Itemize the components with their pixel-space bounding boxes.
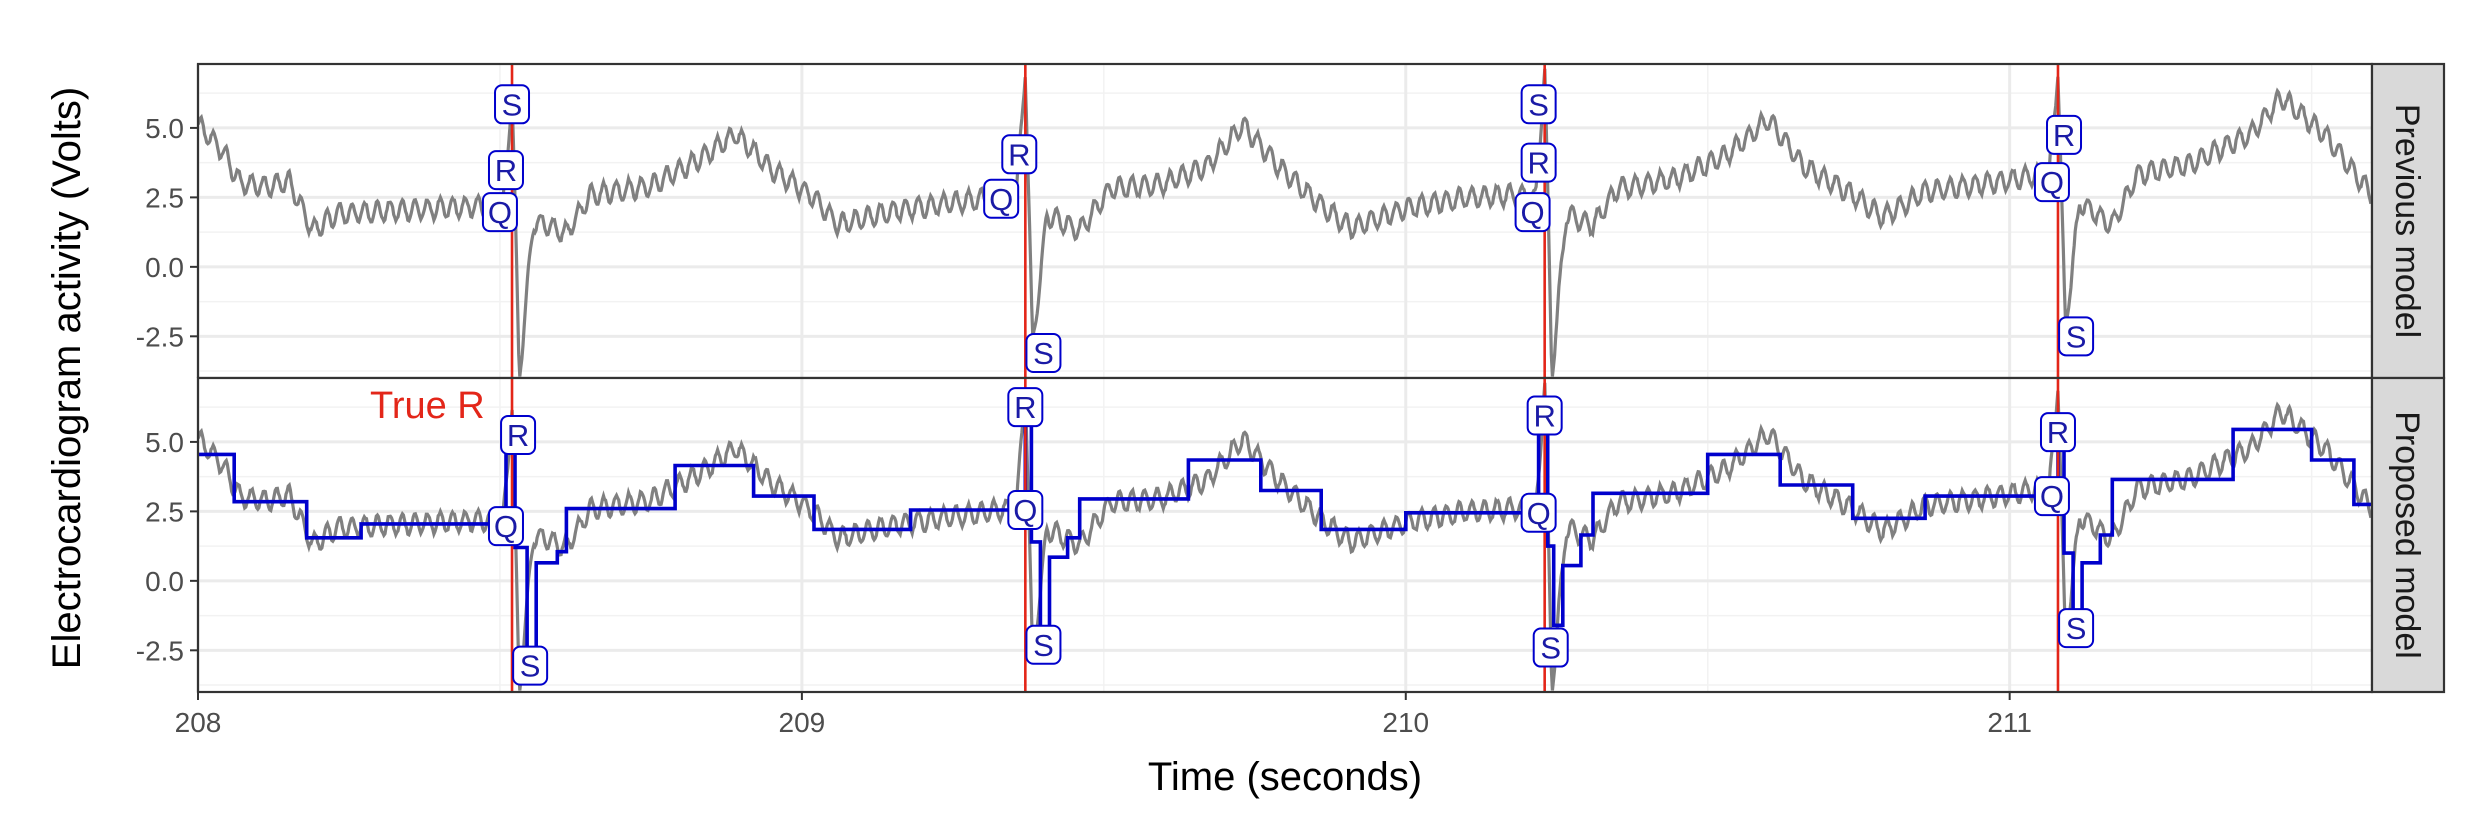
peak-label-q: Q	[2033, 476, 2070, 517]
peak-label-s: S	[1025, 332, 1062, 373]
peak-label-box	[2058, 608, 2095, 649]
peak-label-text: R	[2047, 415, 2069, 450]
y-tick-label: 2.5	[145, 496, 184, 527]
peak-label-box	[1526, 395, 1563, 436]
peak-label-q: Q	[487, 506, 524, 547]
peak-label-box	[1520, 84, 1557, 125]
peak-label-text: S	[520, 649, 541, 684]
peak-label-box	[1007, 489, 1044, 530]
peak-label-q: Q	[983, 178, 1020, 219]
peak-label-text: R	[507, 418, 529, 453]
y-tick-label: 2.5	[145, 182, 184, 213]
peak-label-q: Q	[1514, 192, 1551, 233]
peak-label-q: Q	[2033, 162, 2070, 203]
peak-label-q: Q	[1520, 492, 1557, 533]
peak-label-s: S	[494, 84, 531, 125]
peak-label-text: R	[2053, 118, 2075, 153]
peak-label-text: S	[2066, 611, 2087, 646]
true-r-annotation: True R	[370, 385, 485, 427]
peak-label-s: S	[512, 645, 549, 686]
peak-label-r: R	[2039, 412, 2076, 453]
peak-label-text: Q	[488, 195, 512, 230]
peak-label-box	[481, 192, 518, 233]
peak-label-box	[494, 84, 531, 125]
peak-label-q: Q	[1007, 489, 1044, 530]
peak-label-box	[983, 178, 1020, 219]
peak-label-r: R	[487, 150, 524, 191]
x-axis-title: Time (seconds)	[1148, 755, 1422, 799]
peak-label-box	[512, 645, 549, 686]
peak-label-r: R	[1526, 395, 1563, 436]
peak-label-text: S	[1540, 631, 1561, 666]
facet-strip	[2370, 376, 2446, 694]
peak-label-text: R	[495, 153, 517, 188]
y-tick-label: 0.0	[145, 252, 184, 283]
y-tick-label: 5.0	[145, 427, 184, 458]
peak-label-r: R	[1001, 134, 1038, 175]
peak-label-box	[1514, 192, 1551, 233]
peak-label-s: S	[2058, 316, 2095, 357]
peak-label-box	[1001, 134, 1038, 175]
ecg-signal-line	[198, 68, 2372, 377]
peak-label-text: Q	[2040, 479, 2064, 514]
peak-label-s: S	[1025, 624, 1062, 665]
peak-label-s: S	[2058, 608, 2095, 649]
peak-label-text: S	[1033, 336, 1054, 371]
peak-label-box	[1520, 492, 1557, 533]
x-tick-label: 209	[779, 707, 826, 738]
peak-label-text: S	[1528, 87, 1549, 122]
facet-strip-label: Proposed model	[2388, 411, 2426, 659]
facet-strip-label: Previous model	[2388, 104, 2426, 338]
peak-label-box	[1007, 387, 1044, 428]
peak-label-text: R	[1533, 399, 1555, 434]
peak-label-text: Q	[1521, 195, 1545, 230]
peak-label-text: R	[1008, 137, 1030, 172]
y-tick-label: 0.0	[145, 566, 184, 597]
peak-label-text: R	[1014, 390, 1036, 425]
peak-label-r: R	[1007, 387, 1044, 428]
peak-label-text: Q	[2040, 165, 2064, 200]
peak-label-r: R	[2046, 114, 2083, 155]
y-tick-label: 5.0	[145, 113, 184, 144]
peak-label-box	[500, 414, 537, 455]
peak-label-box	[2046, 114, 2083, 155]
peak-label-q: Q	[481, 192, 518, 233]
peak-label-text: Q	[494, 509, 518, 544]
peak-label-box	[487, 150, 524, 191]
peak-label-text: S	[2066, 319, 2087, 354]
facet-strip	[2370, 62, 2446, 380]
peak-label-text: R	[1527, 146, 1549, 181]
y-tick-label: -2.5	[136, 321, 184, 352]
y-axis-title: Electrocardiogram activity (Volts)	[45, 87, 89, 669]
peak-label-text: Q	[1527, 496, 1551, 531]
peak-label-box	[487, 506, 524, 547]
peak-label-box	[2033, 476, 2070, 517]
peak-label-box	[2039, 412, 2076, 453]
peak-label-box	[1025, 332, 1062, 373]
x-tick-label: 208	[175, 707, 222, 738]
peak-label-s: S	[1532, 627, 1569, 668]
peak-label-s: S	[1520, 84, 1557, 125]
x-tick-label: 211	[1987, 707, 2032, 738]
peak-label-text: Q	[1013, 493, 1037, 528]
peak-label-box	[1025, 624, 1062, 665]
peak-label-r: R	[500, 414, 537, 455]
peak-label-box	[1520, 142, 1557, 183]
peak-label-box	[2033, 162, 2070, 203]
y-tick-label: -2.5	[136, 635, 184, 666]
peak-label-text: S	[502, 87, 523, 122]
peak-label-box	[1532, 627, 1569, 668]
x-tick-label: 210	[1382, 707, 1429, 738]
peak-label-text: S	[1033, 628, 1054, 663]
peak-label-r: R	[1520, 142, 1557, 183]
peak-label-box	[2058, 316, 2095, 357]
peak-label-text: Q	[989, 182, 1013, 217]
